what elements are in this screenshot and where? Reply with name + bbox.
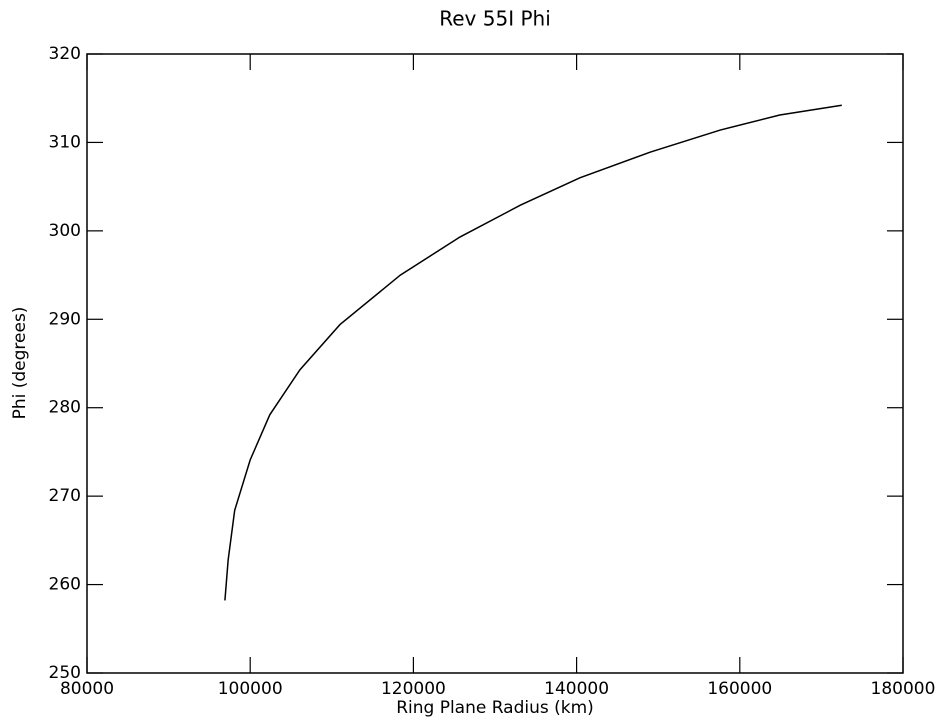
x-tick-label: 120000 (381, 679, 446, 699)
y-axis-label: Phi (degrees) (10, 307, 30, 420)
x-tick-label: 140000 (544, 679, 609, 699)
y-tick-label: 260 (49, 575, 81, 595)
y-tick-label: 250 (49, 663, 81, 683)
y-tick-label: 270 (49, 486, 81, 506)
x-tick-label: 160000 (707, 679, 772, 699)
y-tick-label: 280 (49, 398, 81, 418)
x-tick-label: 180000 (871, 679, 936, 699)
y-tick-label: 290 (49, 309, 81, 329)
y-tick-label: 300 (49, 221, 81, 241)
plot-frame (86, 53, 904, 674)
y-tick-label: 320 (49, 44, 81, 64)
x-tick-label: 80000 (60, 679, 114, 699)
data-line (224, 104, 842, 601)
x-tick-label: 100000 (218, 679, 283, 699)
chart-title: Rev 55I Phi (439, 7, 551, 31)
x-axis-label: Ring Plane Radius (km) (396, 698, 594, 718)
y-tick-label: 310 (49, 132, 81, 152)
